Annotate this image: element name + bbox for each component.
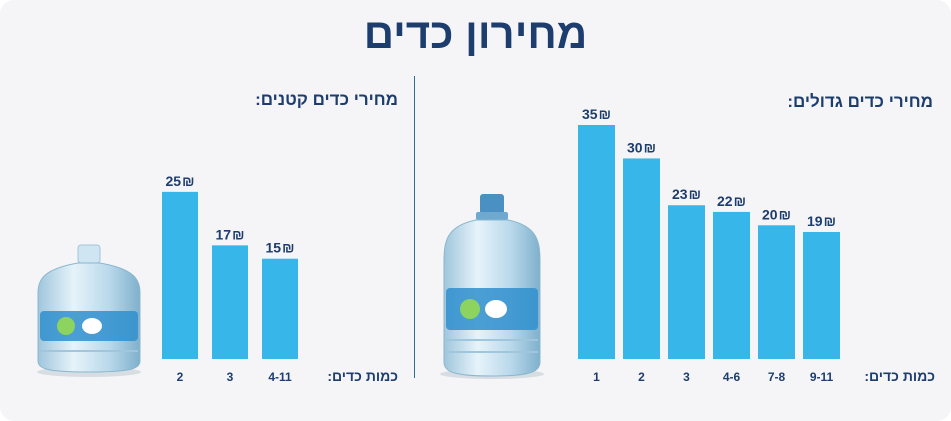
bar-7-8 bbox=[758, 225, 795, 359]
bar-4-6 bbox=[713, 211, 750, 359]
bar-3 bbox=[668, 205, 705, 359]
category-label-4-6: 4-6 bbox=[723, 370, 741, 384]
large-section-title: מחירי כדים גדולים: bbox=[787, 92, 933, 111]
bar-4-11 bbox=[262, 258, 298, 359]
small-water-bottle-image bbox=[37, 244, 141, 377]
price-label-9-11: 19 ₪ bbox=[807, 213, 836, 229]
category-label-9-11: 9-11 bbox=[810, 370, 834, 384]
section-divider bbox=[414, 76, 415, 378]
category-label-2: 2 bbox=[638, 370, 645, 384]
price-label-4-11: 15 ₪ bbox=[265, 240, 294, 256]
page-title: מחירון כדים bbox=[363, 10, 588, 57]
category-label-3: 3 bbox=[683, 370, 690, 384]
price-label-3: 17 ₪ bbox=[215, 226, 244, 242]
price-label-1: 35 ₪ bbox=[582, 106, 611, 122]
small-section-title: מחירי כדים קטנים: bbox=[255, 90, 398, 109]
price-label-7-8: 20 ₪ bbox=[762, 206, 791, 222]
price-label-2: 25 ₪ bbox=[165, 173, 194, 189]
category-label-1: 1 bbox=[593, 370, 600, 384]
category-label-4-11: 4-11 bbox=[268, 370, 292, 384]
price-label-3: 23 ₪ bbox=[672, 186, 701, 202]
price-label-4-6: 22 ₪ bbox=[717, 193, 746, 209]
large-quantity-label: כמות כדים: bbox=[864, 368, 935, 384]
bar-3 bbox=[212, 245, 248, 359]
price-label-2: 30 ₪ bbox=[627, 139, 656, 155]
category-label-3: 3 bbox=[227, 370, 234, 384]
bar-2 bbox=[162, 191, 198, 359]
category-label-7-8: 7-8 bbox=[768, 370, 786, 384]
bar-1 bbox=[578, 125, 615, 359]
category-label-2: 2 bbox=[177, 370, 184, 384]
bar-2 bbox=[623, 158, 660, 359]
large-water-bottle-image bbox=[440, 194, 544, 379]
small-quantity-label: כמות כדים: bbox=[327, 368, 398, 384]
bar-9-11 bbox=[803, 231, 840, 359]
